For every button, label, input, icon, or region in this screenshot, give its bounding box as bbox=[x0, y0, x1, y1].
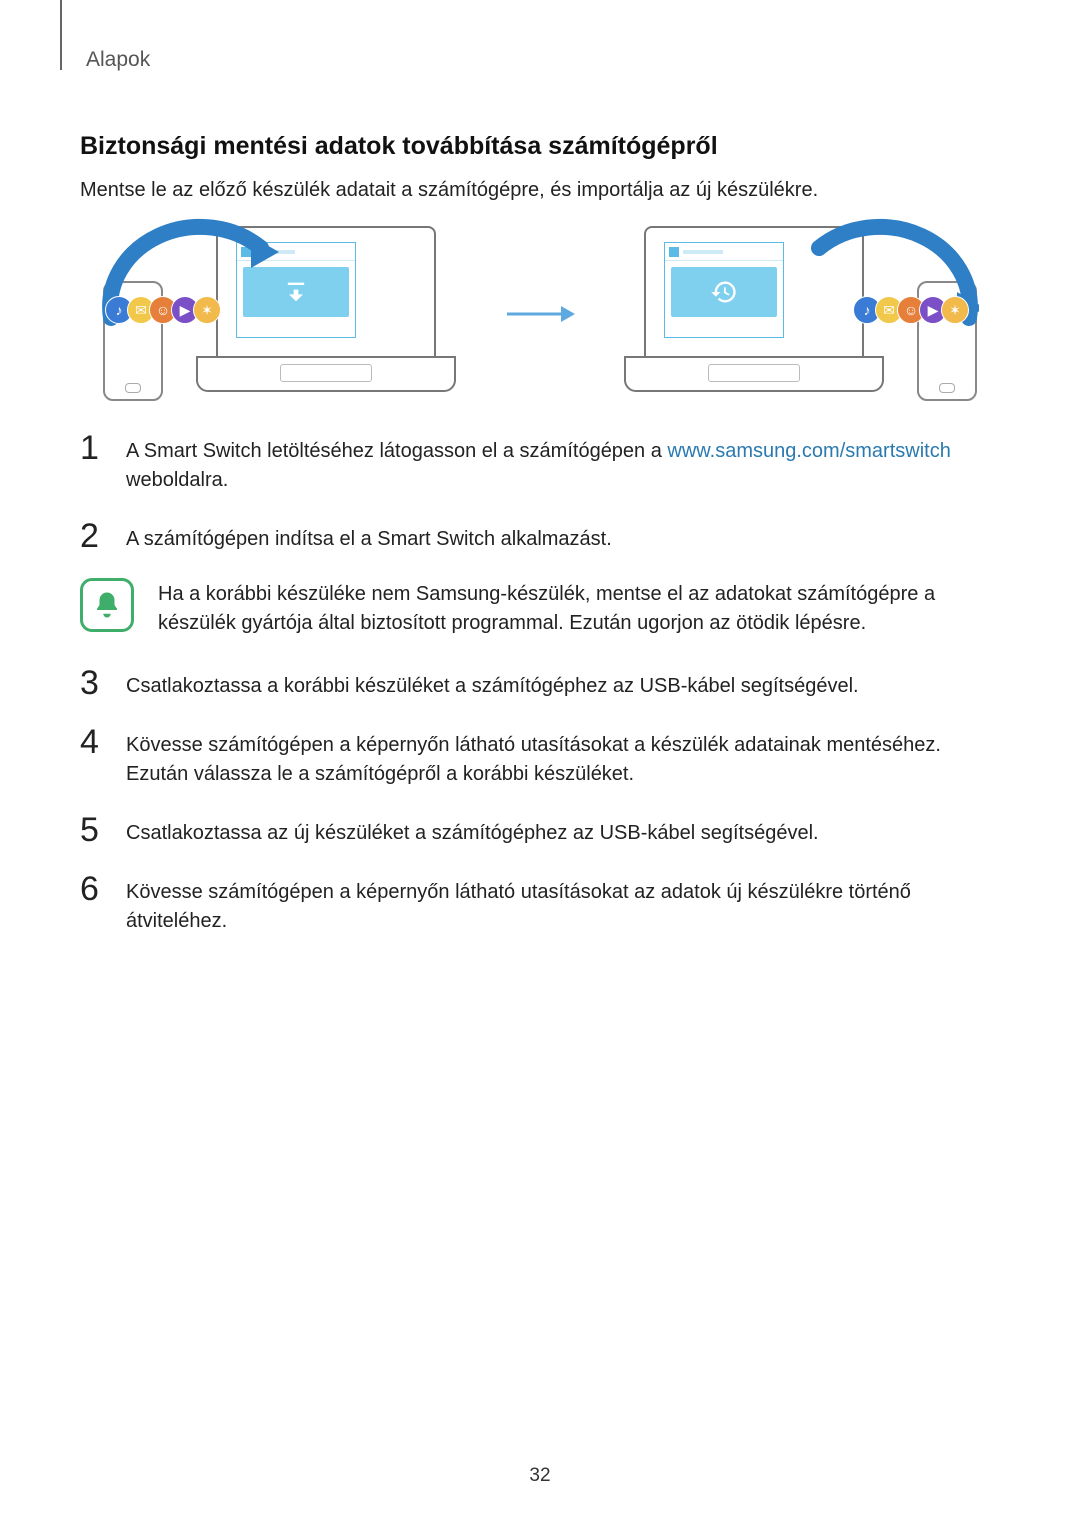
transfer-figure: ♪✉☺▶✶ bbox=[80, 226, 1000, 401]
step-3: 3 Csatlakoztassa a korábbi készüléket a … bbox=[80, 666, 1000, 701]
step-number: 1 bbox=[80, 431, 106, 465]
section-label: Alapok bbox=[86, 48, 1000, 72]
data-type-icon: ✶ bbox=[193, 296, 221, 324]
step-text: Csatlakoztassa a korábbi készüléket a sz… bbox=[126, 666, 859, 701]
page-heading: Biztonsági mentési adatok továbbítása sz… bbox=[80, 132, 1000, 161]
page-number: 32 bbox=[529, 1465, 550, 1487]
step-number: 2 bbox=[80, 519, 106, 553]
step-number: 6 bbox=[80, 872, 106, 906]
arrow-right-icon bbox=[505, 299, 575, 329]
intro-text: Mentse le az előző készülék adatait a sz… bbox=[80, 179, 1000, 202]
header-rule bbox=[60, 0, 62, 70]
data-icons-cluster: ♪✉☺▶✶ bbox=[859, 296, 969, 324]
step-4: 4 Kövesse számítógépen a képernyőn látha… bbox=[80, 725, 1000, 789]
step-2: 2 A számítógépen indítsa el a Smart Swit… bbox=[80, 519, 1000, 554]
note-bell-icon bbox=[80, 578, 134, 632]
step-number: 5 bbox=[80, 813, 106, 847]
step-1: 1 A Smart Switch letöltéséhez látogasson… bbox=[80, 431, 1000, 495]
step-text: A számítógépen indítsa el a Smart Switch… bbox=[126, 519, 612, 554]
import-icon bbox=[282, 278, 310, 306]
step-text: Kövesse számítógépen a képernyőn látható… bbox=[126, 725, 1000, 789]
step-text: weboldalra. bbox=[126, 469, 228, 491]
data-icons-cluster: ♪✉☺▶✶ bbox=[111, 296, 221, 324]
step-5: 5 Csatlakoztassa az új készüléket a szám… bbox=[80, 813, 1000, 848]
step-text: Kövesse számítógépen a képernyőn látható… bbox=[126, 872, 1000, 936]
step-number: 4 bbox=[80, 725, 106, 759]
step-text: Csatlakoztassa az új készüléket a számít… bbox=[126, 813, 819, 848]
step-number: 3 bbox=[80, 666, 106, 700]
smartswitch-link[interactable]: www.samsung.com/smartswitch bbox=[667, 440, 950, 462]
step-6: 6 Kövesse számítógépen a képernyőn látha… bbox=[80, 872, 1000, 936]
restore-icon bbox=[710, 278, 738, 306]
note-callout: Ha a korábbi készüléke nem Samsung-készü… bbox=[80, 578, 1000, 638]
step-text: A Smart Switch letöltéséhez látogasson e… bbox=[126, 440, 667, 462]
data-type-icon: ✶ bbox=[941, 296, 969, 324]
note-text: Ha a korábbi készüléke nem Samsung-készü… bbox=[158, 578, 1000, 638]
